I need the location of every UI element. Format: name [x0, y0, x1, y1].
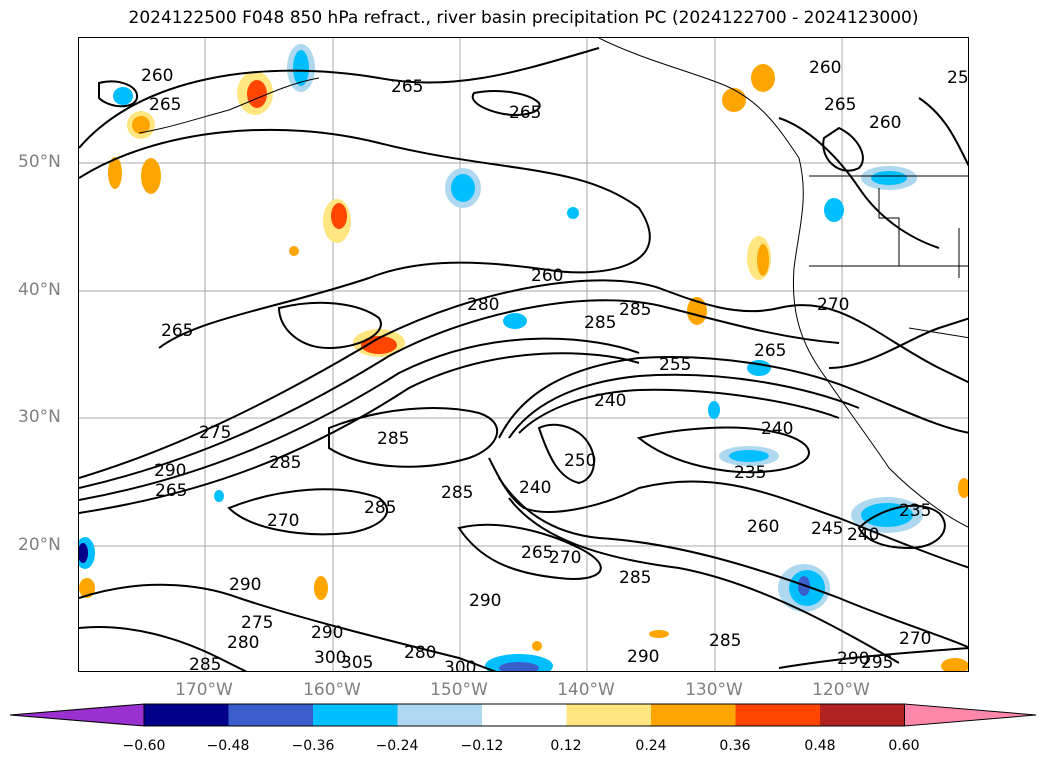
contour-label-group: 260 265 265 265 260 265 260 255 260 280 … [141, 58, 969, 672]
contour-label: 270 [267, 511, 299, 531]
colorbar-tick-label: −0.48 [206, 738, 250, 754]
contour-label: 245 [811, 519, 843, 539]
colorbar-swatch [482, 704, 567, 726]
contour-label: 265 [161, 321, 193, 341]
map-title: 2024122500 F048 850 hPa refract., river … [128, 8, 919, 28]
colorbar-swatch [313, 704, 398, 726]
refractivity-contours [79, 47, 968, 671]
contour-label: 285 [709, 631, 741, 651]
contour-label: 285 [364, 498, 396, 518]
contour-label: 290 [229, 575, 261, 595]
contour-label: 290 [311, 623, 343, 643]
contour-label: 280 [404, 643, 436, 663]
shading-layer [79, 44, 968, 671]
contour-label: 290 [837, 649, 869, 669]
contour-label: 285 [377, 429, 409, 449]
lon-label-150w: 150°W [430, 680, 488, 700]
contour-label: 240 [594, 391, 626, 411]
contour-label: 285 [189, 655, 221, 672]
colorbar-swatch [228, 704, 313, 726]
graticule [79, 38, 968, 671]
colorbar-tick-label: 0.48 [804, 738, 836, 754]
colorbar-swatch [651, 704, 736, 726]
contour-label: 265 [754, 341, 786, 361]
map-canvas: 260 265 265 265 260 265 260 255 260 280 … [79, 38, 969, 672]
contour-label: 270 [549, 548, 581, 568]
lat-label-40n: 40°N [18, 280, 61, 300]
contour-label: 260 [747, 517, 779, 537]
colorbar-swatch [566, 704, 651, 726]
contour-label: 265 [391, 77, 423, 97]
contour-label: 260 [869, 113, 901, 133]
colorbar-tick-label: 0.24 [635, 738, 667, 754]
contour-label: 285 [269, 453, 301, 473]
lon-label-140w: 140°W [557, 680, 615, 700]
contour-label: 270 [899, 629, 931, 649]
lon-label-130w: 130°W [685, 680, 743, 700]
colorbar-swatch [397, 704, 482, 726]
contour-label: 260 [531, 266, 563, 286]
contour-label: 290 [469, 591, 501, 611]
colorbar-tick-label: −0.60 [122, 738, 166, 754]
contour-label: 240 [519, 478, 551, 498]
contour-label: 285 [441, 483, 473, 503]
contour-label: 275 [241, 613, 273, 633]
colorbar-swatch [144, 704, 229, 726]
contour-label: 240 [761, 419, 793, 439]
contour-label: 300 [314, 648, 346, 668]
colorbar-swatch [735, 704, 820, 726]
contour-label: 290 [627, 647, 659, 667]
colorbar-tick-label: −0.12 [460, 738, 504, 754]
contour-label: 265 [824, 95, 856, 115]
contour-label: 300 [444, 658, 476, 672]
colorbar-outline [143, 703, 905, 727]
colorbar-tick-label: 0.36 [719, 738, 751, 754]
lat-label-50n: 50°N [18, 152, 61, 172]
colorbar-tick-label: −0.36 [291, 738, 335, 754]
contour-label: 305 [341, 653, 373, 672]
contour-label: 265 [521, 543, 553, 563]
colorbar-extend-low [10, 703, 145, 727]
contour-label: 285 [584, 313, 616, 333]
lon-label-170w: 170°W [175, 680, 233, 700]
contour-label: 260 [141, 66, 173, 86]
contour-label: 265 [149, 95, 181, 115]
contour-label: 265 [509, 103, 541, 123]
contour-label: 270 [817, 295, 849, 315]
contour-label: 255 [659, 355, 691, 375]
coastlines [138, 38, 968, 528]
contour-label: 295 [861, 653, 893, 672]
contour-label: 290 [154, 461, 186, 481]
contour-label: 235 [899, 501, 931, 521]
colorbar-extend-high [904, 703, 1037, 727]
contour-label: 285 [619, 300, 651, 320]
colorbar-tick-label: −0.24 [375, 738, 419, 754]
contour-label: 280 [467, 295, 499, 315]
contour-label: 235 [734, 463, 766, 483]
contour-label: 275 [199, 423, 231, 443]
contour-label: 260 [809, 58, 841, 78]
lat-label-30n: 30°N [18, 407, 61, 427]
map-panel: 260 265 265 265 260 265 260 255 260 280 … [78, 37, 969, 672]
contour-label: 240 [847, 525, 879, 545]
lat-label-20n: 20°N [18, 535, 61, 555]
colorbar-tick-label: 0.60 [888, 738, 920, 754]
colorbar [10, 703, 1037, 727]
colorbar-tick-label: 0.12 [550, 738, 582, 754]
contour-label: 250 [564, 451, 596, 471]
contour-label: 285 [619, 568, 651, 588]
contour-label: 265 [155, 481, 187, 501]
lon-label-120w: 120°W [812, 680, 870, 700]
contour-label: 280 [227, 633, 259, 653]
colorbar-swatch [820, 704, 905, 726]
contour-label: 255 [947, 68, 969, 88]
lon-label-160w: 160°W [303, 680, 361, 700]
